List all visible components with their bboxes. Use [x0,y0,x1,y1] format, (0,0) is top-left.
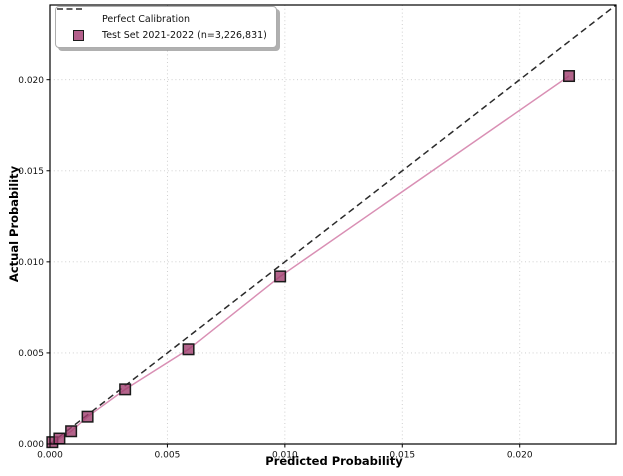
dashed-line-sample [57,8,83,10]
test-set-marker [53,432,66,445]
test-set-marker [81,410,94,423]
legend-label-perfect-calibration: Perfect Calibration [102,13,190,25]
legend: Perfect Calibration Test Set 2021-2022 (… [55,6,277,48]
y-tick-label: 0.005 [18,349,44,359]
y-tick-label: 0.000 [18,440,44,450]
y-tick-label: 0.020 [18,76,44,86]
test-set-marker [274,270,287,283]
x-tick-label: 0.005 [155,451,181,461]
test-set-marker [563,70,576,83]
legend-item-test-set: Test Set 2021-2022 (n=3,226,831) [63,27,267,43]
square-marker-swatch-icon [63,29,93,41]
test-set-marker [119,383,132,396]
axes-box [49,4,617,445]
x-tick-label: 0.010 [272,451,298,461]
x-tick-label: 0.000 [37,451,63,461]
y-tick-label: 0.010 [18,258,44,268]
legend-label-test-set: Test Set 2021-2022 (n=3,226,831) [102,29,267,41]
x-tick-label: 0.020 [507,451,533,461]
square-marker-sample [72,29,84,41]
legend-item-perfect-calibration: Perfect Calibration [57,8,267,27]
test-set-marker [65,425,78,438]
x-tick-label: 0.015 [389,451,415,461]
test-set-marker [182,343,195,356]
y-axis-title: Actual Probability [7,165,21,283]
y-tick-label: 0.015 [18,167,44,177]
x-axis-title: Predicted Probability [265,454,403,468]
perfect-calibration-line [49,4,617,445]
